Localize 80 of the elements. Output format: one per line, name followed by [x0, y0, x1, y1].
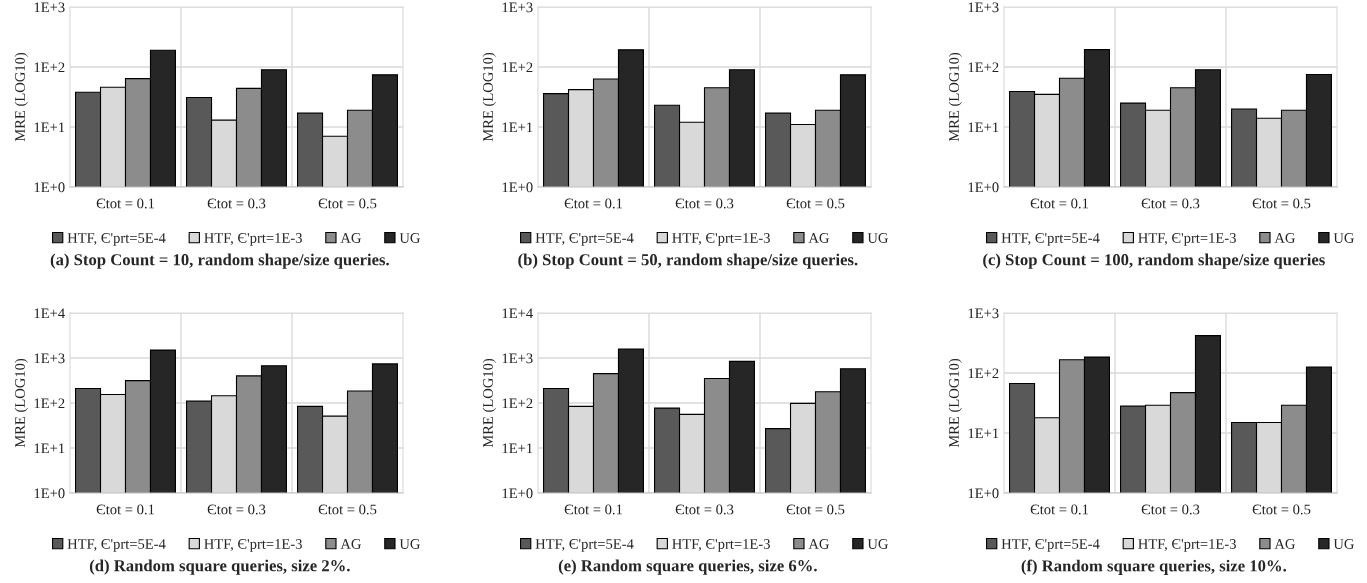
y-tick-label: 1E+2: [968, 62, 999, 73]
legend-label: UG: [399, 233, 420, 243]
text: (e) Random square queries, size 6%.: [558, 559, 817, 575]
legend-label: HTF, Є'prt=1E-3: [1138, 539, 1236, 552]
y-tick-label: 1E+3: [502, 2, 533, 13]
y-tick-label: 1E+1: [34, 122, 65, 133]
legend-label: AG: [1274, 539, 1295, 549]
text: (b) Stop Count = 50, random shape/size queries.: [518, 253, 858, 269]
x-tick-label: Єtot = 0.5: [1252, 504, 1311, 515]
y-tick-label: 1E+4: [502, 308, 533, 319]
y-tick-label: 1E+2: [502, 398, 533, 409]
x-tick-label: Єtot = 0.5: [786, 198, 845, 209]
x-tick-label: Єtot = 0.3: [1141, 198, 1200, 209]
series-label: HTF, Є'prt=5E-4: [1001, 539, 1100, 552]
x-tick-label: Єtot = 0.5: [786, 504, 845, 515]
x-tick-label: Єtot = 0.5: [318, 198, 377, 209]
legend-label: AG: [340, 539, 361, 549]
y-tick-label: 1E+3: [968, 308, 999, 319]
y-tick-label: 1E+1: [968, 428, 999, 439]
legend-label: HTF, Є'prt=5E-4: [67, 539, 166, 552]
y-axis-title: MRE (LOG10): [14, 358, 28, 448]
y-tick-label: 1E+0: [34, 488, 65, 499]
y-tick-label: 1E+0: [968, 488, 999, 499]
legend-label: AG: [1274, 233, 1295, 243]
y-tick-label: 1E+1: [502, 443, 533, 454]
y-tick-label: 1E+3: [34, 353, 65, 364]
legend-label: UG: [1333, 233, 1354, 243]
y-axis-title: MRE (LOG10): [14, 52, 28, 142]
x-tick-label: Єtot = 0.1: [564, 198, 623, 209]
y-axis-title: MRE (LOG10): [482, 52, 496, 142]
x-tick-label: Єtot = 0.3: [1141, 504, 1200, 515]
text: (d) Random square queries, size 2%.: [89, 559, 350, 575]
y-tick-label: 1E+2: [34, 62, 65, 73]
x-tick-label: Єtot = 0.3: [207, 198, 266, 209]
legend-label: HTF, Є'prt=1E-3: [204, 233, 302, 246]
legend-label: HTF, Є'prt=1E-3: [1138, 233, 1236, 246]
legend-label: UG: [399, 539, 420, 549]
text: (c) Stop Count = 100, random shape/size queries: [983, 253, 1325, 269]
y-tick-label: 1E+4: [34, 308, 65, 319]
series-label: HTF, Є'prt=5E-4: [535, 539, 634, 552]
y-tick-label: 1E+3: [502, 353, 533, 364]
x-tick-label: Єtot = 0.3: [207, 504, 266, 515]
legend-label: AG: [808, 233, 829, 243]
legend-label: HTF, Є'prt=5E-4: [67, 233, 166, 246]
y-tick-label: 1E+0: [968, 182, 999, 193]
y-tick-label: 1E+3: [34, 2, 65, 13]
legend-label: AG: [340, 233, 361, 243]
series-label: HTF, Є'prt=5E-4: [1001, 233, 1100, 246]
y-axis-title: MRE (LOG10): [948, 358, 962, 448]
y-tick-label: 1E+0: [34, 182, 65, 193]
legend-label: UG: [1333, 539, 1354, 549]
legend-label: UG: [867, 539, 888, 549]
x-tick-label: Єtot = 0.3: [675, 504, 734, 515]
y-tick-label: 1E+2: [34, 398, 65, 409]
x-tick-label: Єtot = 0.5: [1252, 198, 1311, 209]
legend-label: HTF, Є'prt=1E-3: [672, 233, 770, 246]
x-tick-label: Єtot = 0.1: [96, 198, 155, 209]
legend-label: AG: [808, 539, 829, 549]
y-tick-label: 1E+1: [502, 122, 533, 133]
y-tick-label: 1E+0: [502, 488, 533, 499]
x-tick-label: Єtot = 0.1: [1030, 504, 1089, 515]
y-tick-label: 1E+3: [968, 2, 999, 13]
y-tick-label: 1E+2: [968, 368, 999, 379]
legend-label: HTF, Є'prt=1E-3: [672, 539, 770, 552]
y-tick-label: 1E+1: [34, 443, 65, 454]
x-tick-label: Єtot = 0.1: [1030, 198, 1089, 209]
y-axis-title: MRE (LOG10): [482, 358, 496, 448]
series-label: HTF, Є'prt=5E-4: [535, 233, 634, 246]
x-tick-label: Єtot = 0.1: [96, 504, 155, 515]
x-tick-label: Єtot = 0.5: [318, 504, 377, 515]
y-tick-label: 1E+1: [968, 122, 999, 133]
y-tick-label: 1E+2: [502, 62, 533, 73]
y-tick-label: 1E+0: [502, 182, 533, 193]
x-tick-label: Єtot = 0.3: [675, 198, 734, 209]
legend-label: HTF, Є'prt=1E-3: [204, 539, 302, 552]
text: (a) Stop Count = 10, random shape/size queries.: [50, 253, 389, 269]
y-axis-title: MRE (LOG10): [948, 52, 962, 142]
legend-label: UG: [867, 233, 888, 243]
x-tick-label: Єtot = 0.1: [564, 504, 623, 515]
text: (f) Random square queries, size 10%.: [1021, 559, 1287, 575]
